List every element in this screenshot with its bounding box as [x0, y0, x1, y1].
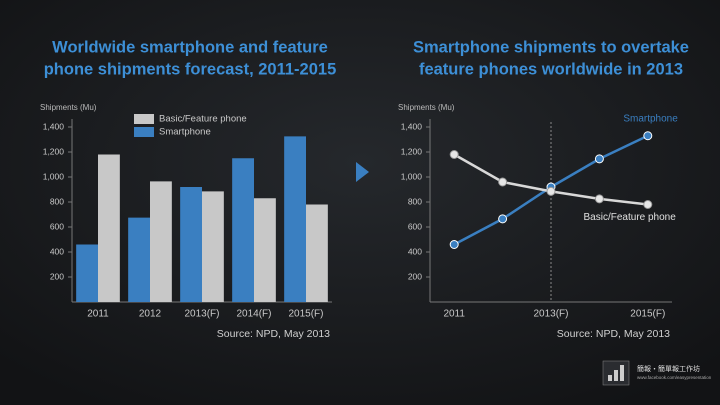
bar: [128, 217, 150, 302]
bar: [150, 181, 172, 302]
y-tick-label: 200: [408, 271, 422, 281]
y-tick-label: 600: [50, 221, 64, 231]
y-tick-label: 600: [408, 221, 422, 231]
bar: [202, 191, 224, 302]
footer-url: www.facebook.com/easypresentation: [637, 375, 712, 380]
bar: [180, 187, 202, 302]
bar: [76, 244, 98, 302]
chart-title: Worldwide smartphone and feature: [52, 38, 328, 56]
y-tick-label: 1,400: [401, 121, 423, 131]
chart-title: Smartphone shipments to overtake: [413, 38, 689, 56]
point: [594, 194, 604, 204]
series-label: Basic/Feature phone: [584, 212, 677, 223]
x-tick-label: 2013(F): [533, 309, 568, 320]
bar: [284, 136, 306, 302]
point: [449, 240, 459, 249]
y-tick-label: 800: [50, 196, 64, 206]
y-tick-label: 1,200: [43, 146, 65, 156]
legend-swatch: [134, 114, 154, 124]
bar: [254, 198, 276, 302]
legend-label: Smartphone: [159, 127, 211, 138]
chart-title: phone shipments forecast, 2011-2015: [44, 60, 337, 78]
x-tick-label: 2012: [139, 309, 162, 320]
x-tick-label: 2011: [87, 309, 109, 320]
y-tick-label: 1,200: [401, 146, 423, 156]
y-axis-label: Shipments (Mu): [40, 103, 97, 112]
source: Source: NPD, May 2013: [217, 328, 330, 340]
point: [546, 186, 556, 196]
legend-label: Basic/Feature phone: [159, 114, 247, 125]
logo: [602, 360, 630, 386]
point: [498, 214, 508, 224]
x-tick-label: 2015(F): [288, 309, 323, 320]
x-tick-label: 2013(F): [184, 309, 219, 320]
chart-title: feature phones worldwide in 2013: [419, 60, 683, 78]
y-tick-label: 1,000: [401, 171, 423, 181]
point: [594, 154, 604, 164]
arrow: [356, 162, 369, 182]
series-label: Smartphone: [623, 113, 678, 124]
point: [449, 150, 459, 159]
y-tick-label: 1,400: [43, 121, 65, 131]
y-tick-label: 400: [408, 246, 422, 256]
bar: [306, 204, 328, 302]
y-tick-label: 800: [408, 196, 422, 206]
bar: [98, 154, 120, 302]
y-tick-label: 400: [50, 246, 64, 256]
y-tick-label: 1,000: [43, 171, 65, 181]
y-tick-label: 200: [50, 271, 64, 281]
x-tick-label: 2014(F): [236, 309, 271, 320]
y-axis-label: Shipments (Mu): [398, 103, 455, 112]
footer-brand: 簡報・簡單報工作坊: [637, 364, 700, 373]
bar: [232, 158, 254, 302]
point: [643, 131, 653, 141]
source: Source: NPD, May 2013: [557, 328, 670, 340]
point: [643, 200, 653, 209]
point: [498, 177, 508, 187]
x-tick-label: 2011: [443, 309, 465, 320]
x-tick-label: 2015(F): [630, 309, 665, 320]
legend-swatch: [134, 127, 154, 137]
